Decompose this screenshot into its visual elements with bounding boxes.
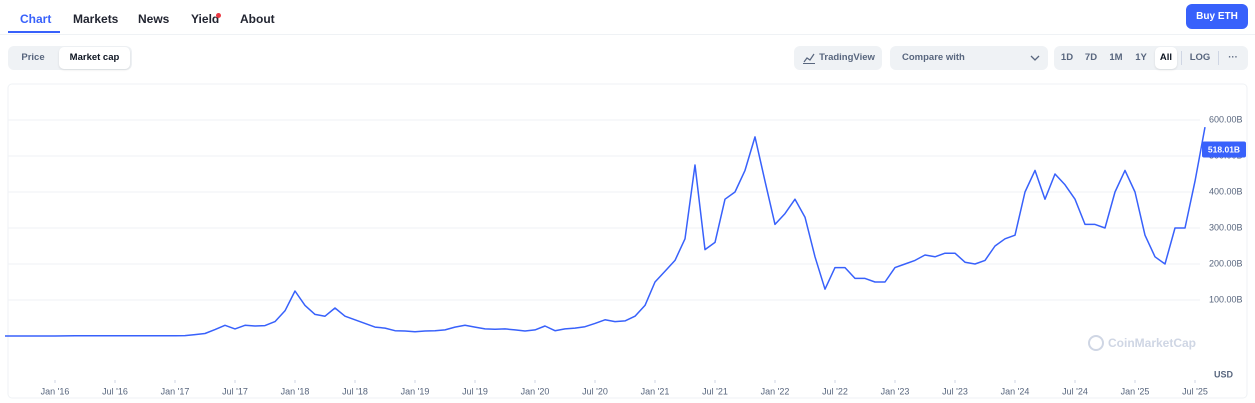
x-tick-label: Jul '19 bbox=[462, 386, 488, 396]
range-button[interactable]: 1D bbox=[1060, 52, 1074, 63]
x-tick-label: Jan '22 bbox=[761, 386, 790, 396]
y-tick-label: 200.00B bbox=[1209, 258, 1243, 268]
more-button[interactable]: ··· bbox=[1228, 52, 1238, 63]
x-tick-label: Jul '23 bbox=[942, 386, 968, 396]
current-value-label: 518.01B bbox=[1208, 145, 1240, 155]
price-line bbox=[5, 126, 1206, 337]
range-button[interactable]: 7D bbox=[1084, 52, 1098, 63]
x-tick-label: Jan '20 bbox=[521, 386, 550, 396]
compare-label: Compare with bbox=[902, 52, 965, 63]
range-button[interactable]: 1Y bbox=[1135, 52, 1147, 63]
x-tick-label: Jan '16 bbox=[41, 386, 70, 396]
y-tick-label: 400.00B bbox=[1209, 186, 1243, 196]
divider bbox=[1218, 51, 1219, 65]
compare-select[interactable]: Compare with bbox=[890, 46, 1048, 70]
tradingview-label: TradingView bbox=[819, 52, 875, 63]
current-value-tag bbox=[1202, 141, 1246, 158]
range-button[interactable]: All bbox=[1155, 47, 1177, 69]
nav-bar: Chart Markets News Yield About Buy ETH bbox=[0, 0, 1255, 35]
x-tick-label: Jan '18 bbox=[281, 386, 310, 396]
badge-dot bbox=[216, 13, 221, 18]
y-tick-label: 300.00B bbox=[1209, 222, 1243, 232]
y-tick-label: 100.00B bbox=[1209, 294, 1243, 304]
x-tick-label: Jul '22 bbox=[822, 386, 848, 396]
range-group: 1D 7D 1M 1Y All LOG ··· bbox=[1054, 46, 1248, 70]
y-tick-label: 600.00B bbox=[1209, 114, 1243, 124]
tab-underline bbox=[8, 31, 60, 33]
tab[interactable]: Markets bbox=[73, 12, 119, 26]
x-tick-label: Jan '21 bbox=[641, 386, 670, 396]
chart-frame bbox=[7, 83, 1248, 399]
tab[interactable]: News bbox=[138, 12, 170, 26]
x-tick-label: Jul '16 bbox=[102, 386, 128, 396]
x-tick-label: Jan '24 bbox=[1001, 386, 1030, 396]
x-tick-label: Jan '23 bbox=[881, 386, 910, 396]
tab[interactable]: About bbox=[240, 12, 275, 26]
range-button[interactable]: 1M bbox=[1109, 52, 1123, 63]
log-button[interactable]: LOG bbox=[1189, 52, 1211, 63]
buy-button[interactable]: Buy ETH bbox=[1186, 4, 1248, 29]
x-tick-label: Jan '25 bbox=[1121, 386, 1150, 396]
x-tick-label: Jul '17 bbox=[222, 386, 248, 396]
chevron bbox=[1030, 55, 1040, 61]
x-tick-label: Jul '18 bbox=[342, 386, 368, 396]
x-tick-label: Jul '20 bbox=[582, 386, 608, 396]
tradingview-button[interactable]: TradingView bbox=[794, 46, 882, 70]
divider bbox=[1181, 51, 1182, 65]
x-tick-label: Jul '21 bbox=[702, 386, 728, 396]
tab[interactable]: Chart bbox=[20, 12, 52, 26]
x-tick-label: Jan '17 bbox=[161, 386, 190, 396]
x-tick-label: Jul '25 bbox=[1182, 386, 1208, 396]
x-tick-label: Jan '19 bbox=[401, 386, 430, 396]
unit-label: USD bbox=[1214, 369, 1234, 379]
toggle-market-cap[interactable]: Market cap bbox=[59, 47, 130, 69]
tab[interactable]: Yield bbox=[191, 12, 220, 26]
watermark-logo bbox=[1088, 335, 1104, 351]
toggle-price[interactable]: Price bbox=[21, 52, 45, 63]
toggle-group: Price Market cap bbox=[8, 46, 132, 70]
chart-icon bbox=[803, 53, 815, 64]
watermark: CoinMarketCap bbox=[1108, 336, 1196, 350]
x-tick-label: Jul '24 bbox=[1062, 386, 1088, 396]
